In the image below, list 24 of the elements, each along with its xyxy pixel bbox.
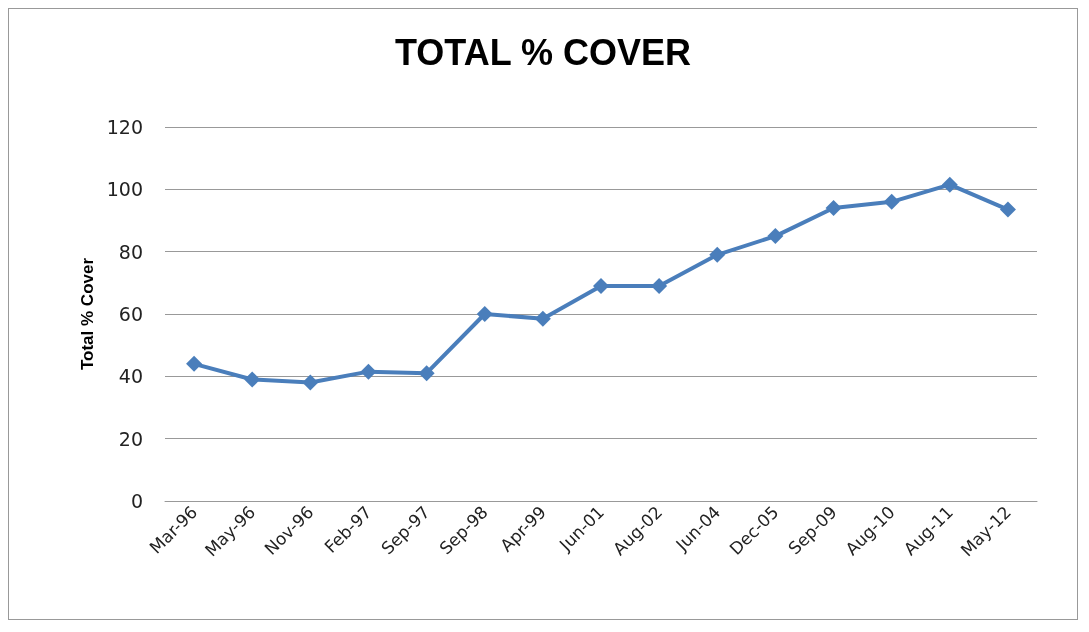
point	[418, 365, 435, 382]
point	[302, 374, 319, 391]
point	[709, 246, 726, 263]
point	[476, 306, 493, 322]
y-tick-label: 0	[130, 490, 143, 512]
point	[825, 200, 842, 217]
point	[999, 201, 1016, 218]
point	[360, 363, 377, 380]
y-tick-label: 120	[106, 116, 143, 138]
y-tick-label: 100	[106, 178, 143, 201]
y-axis-title: Total % Cover	[77, 257, 97, 371]
y-tick-label: 40	[118, 365, 143, 388]
point	[593, 277, 609, 294]
point	[767, 228, 784, 245]
point	[244, 371, 261, 388]
chart-title: TOTAL % COVER	[394, 31, 692, 73]
point	[534, 310, 551, 327]
y-tick-label: 20	[118, 427, 143, 450]
point	[941, 176, 958, 193]
point	[186, 355, 203, 372]
point	[651, 277, 668, 294]
y-tick-label: 80	[118, 240, 143, 263]
point	[883, 193, 900, 210]
y-tick-label: 60	[118, 303, 143, 325]
